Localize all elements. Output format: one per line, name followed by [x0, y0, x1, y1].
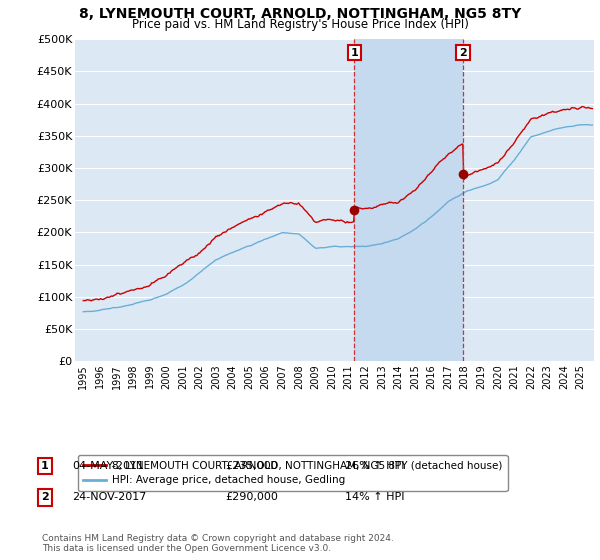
Text: 14% ↑ HPI: 14% ↑ HPI: [345, 492, 404, 502]
Text: 2: 2: [41, 492, 49, 502]
Text: Contains HM Land Registry data © Crown copyright and database right 2024.
This d: Contains HM Land Registry data © Crown c…: [42, 534, 394, 553]
Text: 24-NOV-2017: 24-NOV-2017: [72, 492, 146, 502]
Text: 2: 2: [459, 48, 467, 58]
Text: 04-MAY-2011: 04-MAY-2011: [72, 461, 144, 471]
Text: £290,000: £290,000: [225, 492, 278, 502]
Text: 26% ↑ HPI: 26% ↑ HPI: [345, 461, 404, 471]
Text: Price paid vs. HM Land Registry's House Price Index (HPI): Price paid vs. HM Land Registry's House …: [131, 18, 469, 31]
Text: 1: 1: [350, 48, 358, 58]
Bar: [354, 39, 463, 361]
Text: 8, LYNEMOUTH COURT, ARNOLD, NOTTINGHAM, NG5 8TY: 8, LYNEMOUTH COURT, ARNOLD, NOTTINGHAM, …: [79, 7, 521, 21]
Legend: 8, LYNEMOUTH COURT, ARNOLD, NOTTINGHAM, NG5 8TY (detached house), HPI: Average p: 8, LYNEMOUTH COURT, ARNOLD, NOTTINGHAM, …: [77, 455, 508, 491]
Text: £235,000: £235,000: [225, 461, 278, 471]
Text: 1: 1: [41, 461, 49, 471]
